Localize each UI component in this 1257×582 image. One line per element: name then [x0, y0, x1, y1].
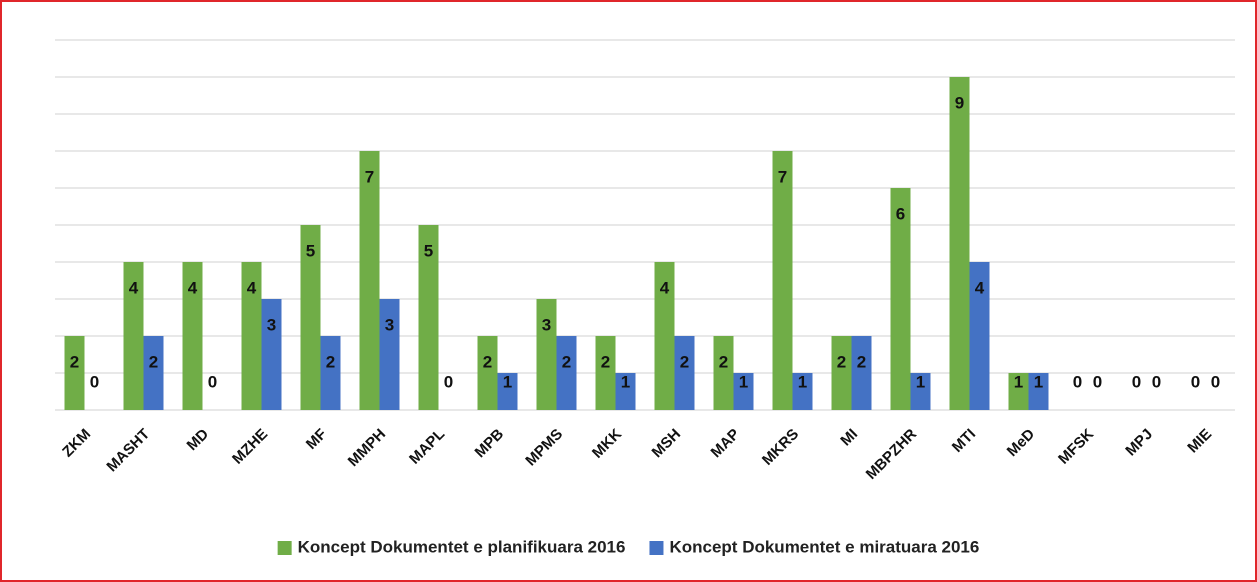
value-label: 2	[483, 352, 492, 371]
value-label: 2	[719, 352, 728, 371]
bar	[477, 336, 498, 410]
bar	[733, 373, 754, 410]
value-label: 1	[1034, 372, 1043, 391]
value-label: 2	[680, 352, 689, 371]
bar	[418, 225, 439, 410]
value-label: 0	[1191, 372, 1200, 391]
value-label: 2	[149, 352, 158, 371]
bar	[359, 151, 380, 410]
value-label: 0	[1093, 372, 1102, 391]
value-label: 4	[188, 278, 198, 297]
value-label: 3	[267, 315, 276, 334]
value-label: 1	[916, 372, 925, 391]
bar	[64, 336, 85, 410]
value-label: 1	[798, 372, 807, 391]
bar	[556, 336, 577, 410]
value-label: 4	[660, 278, 670, 297]
value-label: 4	[975, 278, 985, 297]
value-label: 1	[1014, 372, 1023, 391]
value-label: 5	[424, 241, 433, 260]
value-label: 2	[562, 352, 571, 371]
bar	[123, 262, 144, 410]
bar	[772, 151, 793, 410]
bar	[851, 336, 872, 410]
value-label: 1	[621, 372, 630, 391]
legend-label: Koncept Dokumentet e miratuara 2016	[669, 537, 979, 556]
value-label: 4	[129, 278, 139, 297]
value-label: 7	[778, 167, 787, 186]
bar	[713, 336, 734, 410]
bar	[674, 336, 695, 410]
legend-swatch	[649, 541, 664, 555]
legend-swatch	[277, 541, 292, 555]
value-label: 6	[896, 204, 905, 223]
value-label: 9	[955, 93, 964, 112]
value-label: 2	[857, 352, 866, 371]
value-label: 2	[70, 352, 79, 371]
bar	[320, 336, 341, 410]
value-label: 2	[837, 352, 846, 371]
value-label: 0	[90, 372, 99, 391]
bar	[536, 299, 557, 410]
value-label: 3	[542, 315, 551, 334]
value-label: 7	[365, 167, 374, 186]
bar	[615, 373, 636, 410]
value-label: 0	[208, 372, 217, 391]
value-label: 4	[247, 278, 257, 297]
value-label: 1	[503, 372, 512, 391]
value-label: 0	[1073, 372, 1082, 391]
bar	[595, 336, 616, 410]
bar	[1028, 373, 1049, 410]
legend-label: Koncept Dokumentet e planifikuara 2016	[298, 537, 626, 556]
bar	[497, 373, 518, 410]
bar	[379, 299, 400, 410]
bar	[949, 77, 970, 410]
bar	[910, 373, 931, 410]
bar	[182, 262, 203, 410]
value-label: 5	[306, 241, 315, 260]
value-label: 0	[444, 372, 453, 391]
bar	[241, 262, 262, 410]
bar	[792, 373, 813, 410]
value-label: 0	[1132, 372, 1141, 391]
bar	[261, 299, 282, 410]
value-label: 0	[1152, 372, 1161, 391]
value-label: 3	[385, 315, 394, 334]
bar	[831, 336, 852, 410]
bar	[1008, 373, 1029, 410]
bar	[300, 225, 321, 410]
value-label: 2	[326, 352, 335, 371]
bar	[890, 188, 911, 410]
bar	[969, 262, 990, 410]
value-label: 0	[1211, 372, 1220, 391]
bar	[654, 262, 675, 410]
value-label: 2	[601, 352, 610, 371]
bar	[143, 336, 164, 410]
value-label: 1	[739, 372, 748, 391]
